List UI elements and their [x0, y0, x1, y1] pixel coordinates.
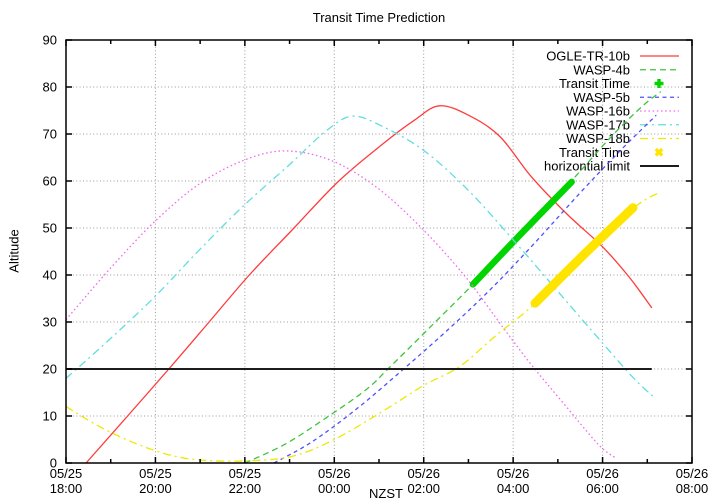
- legend-label: Transit Time: [559, 145, 630, 160]
- y-tick-label: 10: [43, 409, 57, 424]
- legend-label: Transit Time: [559, 76, 630, 91]
- x-tick-label-time: 22:00: [229, 481, 262, 496]
- legend-label: WASP-5b: [573, 90, 630, 105]
- x-tick-label-date: 05/26: [318, 466, 351, 481]
- x-tick-label-time: 06:00: [586, 481, 619, 496]
- series-wasp-4b-curve: [244, 91, 662, 464]
- y-tick-label: 80: [43, 80, 57, 95]
- legend-plus-marker-icon: [654, 79, 664, 88]
- legend-label: WASP-4b: [573, 62, 630, 77]
- y-tick-label: 50: [43, 221, 57, 236]
- y-tick-label: 40: [43, 268, 57, 283]
- x-tick-label-date: 05/26: [586, 466, 619, 481]
- y-tick-label: 90: [43, 33, 57, 48]
- legend-label: OGLE-TR-10b: [546, 49, 630, 64]
- y-tick-label: 70: [43, 127, 57, 142]
- legend-label: WASP-16b: [566, 104, 630, 119]
- x-tick-label-time: 18:00: [50, 481, 83, 496]
- legend-label: horizontial limit: [544, 159, 630, 174]
- chart-title: Transit Time Prediction: [312, 10, 446, 25]
- series-transit-time-transit-marker: [469, 178, 575, 288]
- series-wasp-17b-curve: [65, 115, 655, 398]
- legend-x-marker-icon: [654, 147, 664, 157]
- series-transit-time-transit-marker: [530, 203, 638, 308]
- x-tick-label-time: 08:00: [676, 481, 709, 496]
- x-tick-label-date: 05/26: [407, 466, 440, 481]
- y-tick-label: 30: [43, 315, 57, 330]
- series-ogle-tr-10b-curve: [85, 105, 653, 464]
- x-tick-label-date: 05/26: [497, 466, 530, 481]
- x-tick-label-time: 02:00: [407, 481, 440, 496]
- x-tick-label-time: 00:00: [318, 481, 351, 496]
- series-wasp-5b-curve: [273, 114, 657, 464]
- x-tick-label-time: 20:00: [139, 481, 172, 496]
- x-axis-title: NZST: [369, 486, 403, 501]
- x-tick-label-date: 05/25: [139, 466, 172, 481]
- x-tick-label-date: 05/25: [229, 466, 262, 481]
- y-tick-label: 60: [43, 174, 57, 189]
- x-tick-label-date: 05/26: [676, 466, 709, 481]
- x-tick-label-date: 05/25: [50, 466, 83, 481]
- legend-label: WASP-18b: [566, 131, 630, 146]
- x-tick-label-time: 04:00: [497, 481, 530, 496]
- legend-label: WASP-17b: [566, 117, 630, 132]
- y-tick-label: 0: [50, 456, 57, 471]
- y-tick-label: 20: [43, 362, 57, 377]
- series-wasp-18b-curve: [65, 192, 659, 462]
